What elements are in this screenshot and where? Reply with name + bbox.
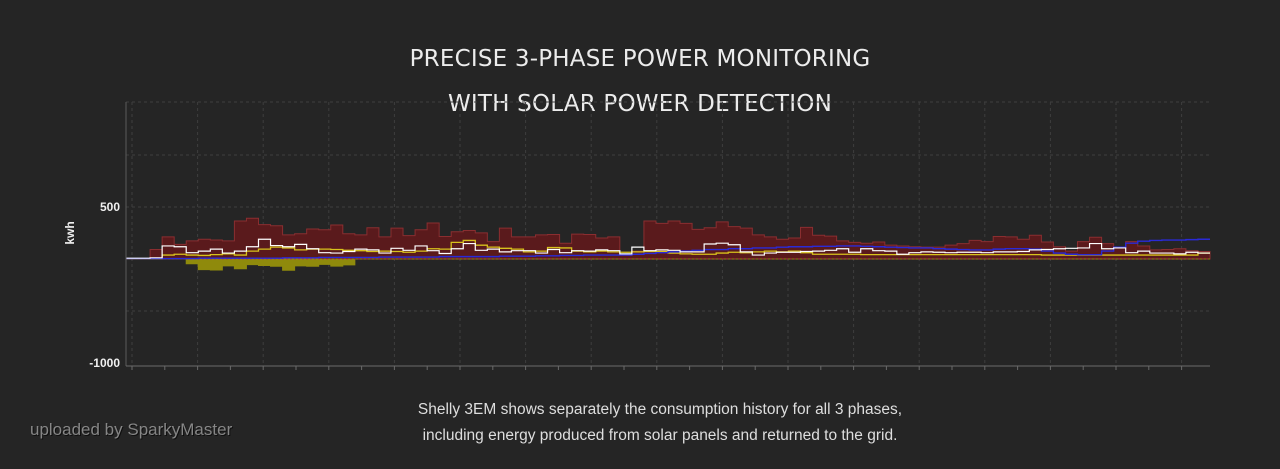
y-tick-label-1: 500 — [100, 200, 120, 214]
area-series — [125, 217, 1211, 271]
watermark: uploaded by SparkyMaster — [30, 420, 233, 439]
y-axis-label: kwh — [63, 221, 77, 244]
series-returned-to-grid — [126, 258, 1210, 271]
chart-title-line1: PRECISE 3-PHASE POWER MONITORING — [409, 46, 871, 72]
y-tick-label-0: -1000 — [89, 356, 120, 370]
caption-line2: including energy produced from solar pan… — [422, 427, 898, 444]
series-phase-a — [126, 238, 1210, 259]
caption-line1: Shelly 3EM shows separately the consumpt… — [417, 401, 903, 418]
line-series — [126, 238, 1210, 260]
chart-title-line2: WITH SOLAR POWER DETECTION — [447, 91, 832, 117]
axes: kwh -1000 500 — [63, 102, 1210, 370]
